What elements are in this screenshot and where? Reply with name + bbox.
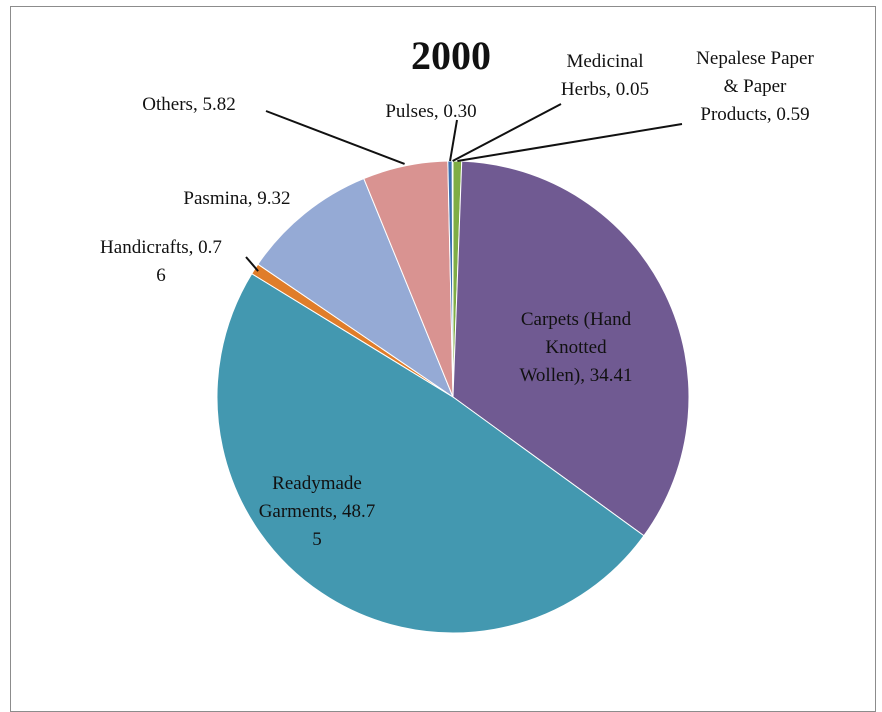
leader-line-others [265,110,405,165]
data-label-readymade-garments: Readymade Garments, 48.7 5 [259,473,376,550]
leader-line-medicinal-herbs [452,103,562,162]
data-label-carpets-hand-knotted-wollen: Carpets (Hand Knotted Wollen), 34.41 [520,309,633,386]
data-label-medicinal-herbs: Medicinal Herbs, 0.05 [561,51,649,100]
pie-slice-pasmina [257,177,455,399]
pie-chart: 2000 Nepalese Paper & Paper Products, 0.59… [100,33,814,634]
leader-line-nepalese-paper-paper-products [457,123,683,163]
data-label-handicrafts: Handicrafts, 0.7 6 [100,237,222,286]
chart-frame: 2000 Nepalese Paper & Paper Products, 0.59… [10,6,876,712]
chart-title: 2000 [411,33,491,78]
pie-slice-readymade-garments [216,273,645,634]
leader-line-pulses [449,119,458,162]
data-label-nepalese-paper-paper-products: Nepalese Paper & Paper Products, 0.59 [696,48,814,125]
data-label-others: Others, 5.82 [142,94,235,115]
leader-line-handicrafts [245,256,259,272]
pie-slice-carpets-hand-knotted-wollen [452,160,690,537]
data-label-pulses: Pulses, 0.30 [385,101,476,122]
data-label-pasmina: Pasmina, 9.32 [183,188,290,209]
